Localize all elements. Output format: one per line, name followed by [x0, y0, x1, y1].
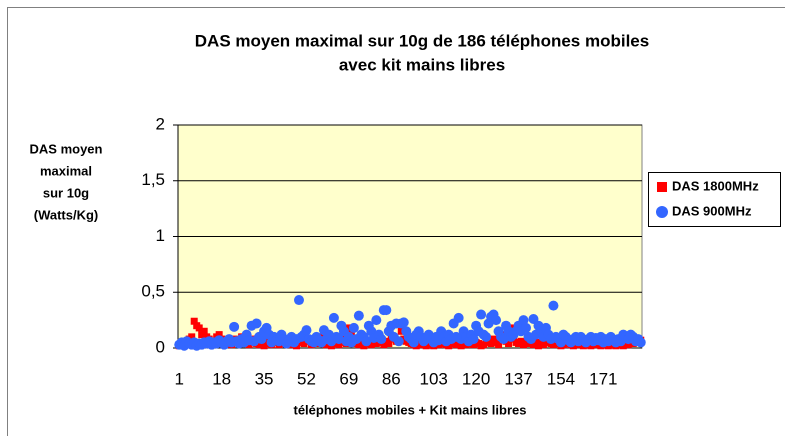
legend-label: DAS 900MHz [672, 203, 752, 218]
marker [361, 336, 372, 347]
x-axis-title: téléphones mobiles + Kit mains libres [294, 402, 527, 417]
y-axis-title: sur 10g [43, 185, 89, 200]
y-tick-label: 0,5 [141, 282, 165, 301]
marker [200, 327, 208, 335]
marker [487, 340, 495, 348]
x-tick-label: 18 [212, 369, 231, 388]
x-tick-label: 171 [589, 369, 617, 388]
marker [293, 295, 304, 306]
y-axis-title: (Watts/Kg) [34, 207, 99, 222]
marker [353, 310, 364, 321]
y-tick-label: 1 [156, 226, 165, 245]
marker [548, 300, 559, 311]
x-tick-label: 1 [175, 369, 184, 388]
legend-marker [656, 206, 668, 218]
x-tick-label: 52 [297, 369, 316, 388]
y-tick-label: 0 [156, 337, 165, 356]
marker [491, 315, 502, 326]
marker [476, 309, 487, 320]
legend-label: DAS 1800MHz [672, 178, 759, 193]
marker [328, 312, 339, 323]
marker [348, 322, 359, 333]
marker [393, 336, 404, 347]
legend-marker [657, 182, 667, 192]
y-axis-title: DAS moyen [30, 141, 103, 156]
marker [453, 312, 464, 323]
x-tick-label: 86 [382, 369, 401, 388]
x-tick-label: 137 [504, 369, 532, 388]
marker [251, 318, 262, 329]
x-tick-label: 120 [462, 369, 490, 388]
marker [518, 315, 529, 326]
y-tick-label: 1,5 [141, 170, 165, 189]
chart-title: avec kit mains libres [339, 55, 505, 74]
x-tick-label: 69 [339, 369, 358, 388]
x-tick-label: 35 [255, 369, 274, 388]
marker [188, 333, 196, 341]
x-tick-label: 103 [420, 369, 448, 388]
marker [195, 324, 203, 332]
marker [398, 317, 409, 328]
y-tick-label: 2 [156, 114, 165, 133]
marker [481, 331, 492, 342]
marker [215, 331, 223, 339]
marker [495, 341, 503, 349]
marker [457, 342, 465, 350]
marker [229, 321, 240, 332]
marker [505, 340, 513, 348]
marker [385, 340, 393, 348]
chart-title: DAS moyen maximal sur 10g de 186 télépho… [195, 31, 649, 50]
marker [256, 334, 267, 345]
marker [190, 317, 198, 325]
marker [521, 322, 531, 333]
marker [300, 340, 308, 348]
x-tick-label: 154 [547, 369, 575, 388]
legend [648, 172, 781, 227]
marker [468, 334, 479, 345]
marker [260, 342, 268, 350]
marker [376, 334, 387, 345]
marker [371, 315, 382, 326]
marker [408, 337, 419, 348]
marker [301, 325, 312, 336]
marker [635, 337, 646, 348]
y-axis-title: maximal [40, 163, 92, 178]
marker [381, 305, 392, 316]
